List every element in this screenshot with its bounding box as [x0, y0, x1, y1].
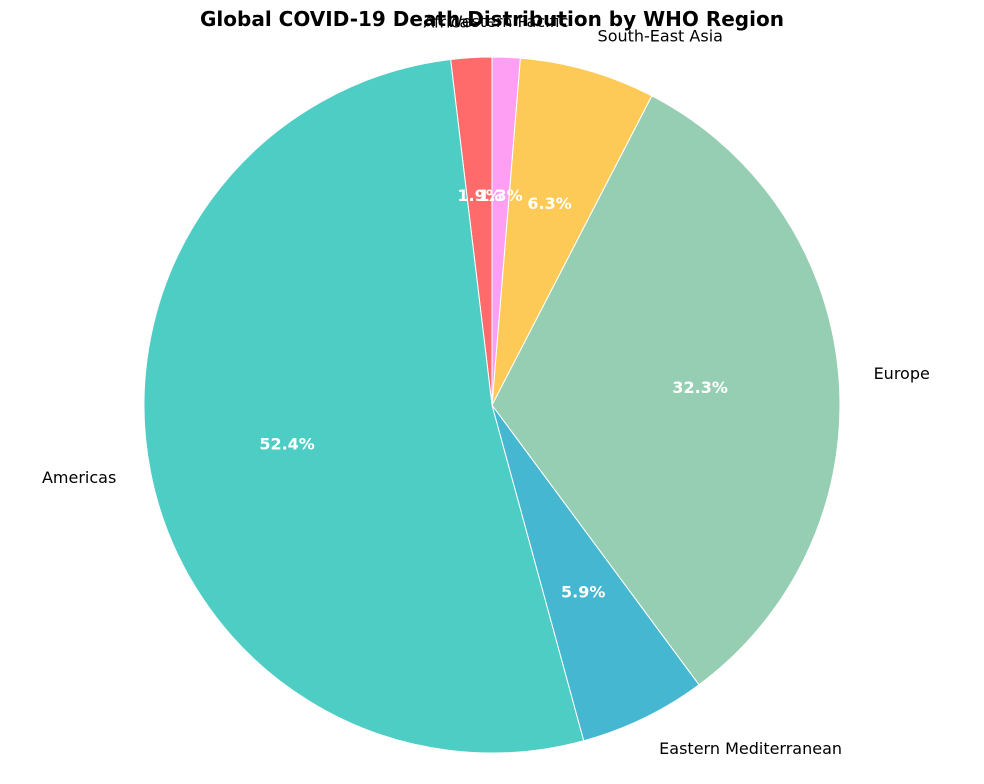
pie-slice-americas: [143, 58, 585, 754]
chart-title: Global COVID-19 Death Distribution by WH…: [200, 7, 784, 31]
slice-label-western-pacific: Western Pacific: [447, 12, 569, 31]
percent-label-europe: 32.3%: [672, 378, 728, 397]
pie-slice-europe: [491, 95, 841, 686]
percent-label-western-pacific: 1.3%: [478, 186, 522, 205]
percent-label-americas: 52.4%: [259, 435, 315, 454]
slice-label-americas: Americas: [42, 468, 116, 487]
percent-label-eastern-mediterranean: 5.9%: [561, 582, 605, 601]
percent-label-africa: 1.9%: [457, 186, 501, 205]
pie-slices: [143, 56, 841, 754]
slice-label-africa: Africa: [424, 12, 470, 31]
slice-label-south-east-asia: South-East Asia: [598, 27, 723, 46]
slice-labels: Africa Americas Eastern Mediterranean Europ…: [42, 12, 930, 758]
slice-label-europe: Europe: [874, 364, 930, 383]
pie-slice-western-pacific: [491, 56, 521, 406]
pie-slice-south-east-asia: [491, 57, 653, 406]
percent-label-south-east-asia: 6.3%: [527, 194, 571, 213]
pie-slice-eastern-mediterranean: [491, 404, 700, 742]
slice-label-eastern-mediterranean: Eastern Mediterranean: [659, 739, 842, 758]
percent-labels: 1.9% 52.4% 5.9% 32.3% 6.3% 1.3%: [259, 186, 728, 601]
